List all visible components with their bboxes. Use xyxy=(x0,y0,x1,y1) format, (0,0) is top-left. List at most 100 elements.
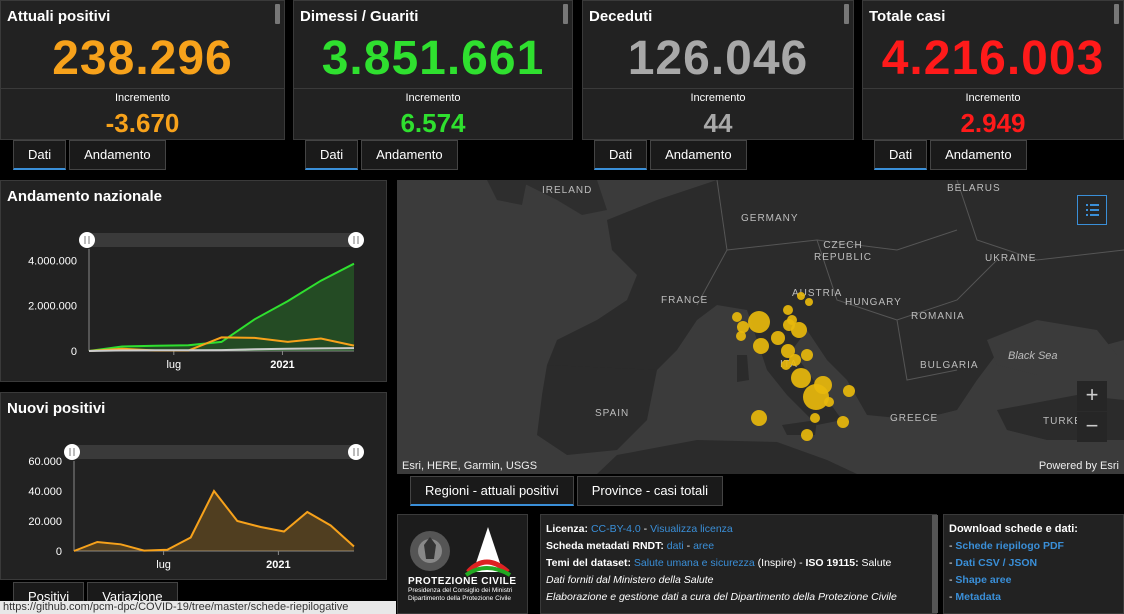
range-slider-handle xyxy=(64,444,80,460)
region-bubble xyxy=(781,360,791,370)
kpi-increment-value: 2.949 xyxy=(960,108,1026,138)
map-view[interactable]: IRELAND GERMANY CZECH REPUBLIC BELARUS UK… xyxy=(397,180,1124,474)
x-tick-label: lug xyxy=(156,559,171,571)
separator: - xyxy=(683,540,694,552)
y-tick-label: 60.000 xyxy=(28,456,62,468)
info-panel: Licenza: CC-BY-4.0 - Visualizza licenza … xyxy=(540,514,938,614)
visualizza-licenza-link[interactable]: Visualizza licenza xyxy=(650,523,733,535)
y-tick-label: 4.000.000 xyxy=(28,255,77,267)
region-bubble xyxy=(751,410,767,426)
region-bubble xyxy=(810,413,820,423)
zoom-out-button[interactable]: − xyxy=(1077,412,1107,442)
layer-list-button[interactable] xyxy=(1077,195,1107,225)
divider xyxy=(863,88,1123,89)
panel-scrollbar[interactable] xyxy=(844,4,849,24)
nuovi-positivi-chart: 60.000 40.000 20.000 0 lug 2021 xyxy=(28,444,364,571)
kpi-increment-value: -3.670 xyxy=(105,108,180,138)
licenza-link[interactable]: CC-BY-4.0 xyxy=(590,523,641,535)
kpi-dimessi-guariti: Dimessi / Guariti 3.851.661 Incremento 6… xyxy=(293,0,573,140)
region-bubble xyxy=(791,322,807,338)
region-bubble xyxy=(748,311,770,333)
tab-andamento[interactable]: Andamento xyxy=(930,140,1027,170)
panel-scrollbar[interactable] xyxy=(563,4,568,24)
tab-regioni[interactable]: Regioni - attuali positivi xyxy=(410,476,574,506)
dati-forniti-text: Dati forniti dal Ministero della Salute xyxy=(546,574,714,586)
separator: - xyxy=(640,523,651,535)
download-title: Download schede e dati: xyxy=(949,523,1078,535)
licenza-label: Licenza: xyxy=(546,523,589,535)
tab-dati[interactable]: Dati xyxy=(874,140,928,170)
map-label-spain: SPAIN xyxy=(595,408,630,419)
x-tick-label: 2021 xyxy=(270,359,294,371)
map-tabs: Regioni - attuali positivi Province - ca… xyxy=(410,476,726,506)
tab-province[interactable]: Province - casi totali xyxy=(576,476,724,506)
kpi-increment-value: 44 xyxy=(703,108,733,138)
download-metadata-link[interactable]: Metadata xyxy=(955,591,1001,603)
y-tick-label: 2.000.000 xyxy=(28,301,77,313)
kpi-increment-label: Incremento xyxy=(405,92,461,104)
x-tick-label: lug xyxy=(166,359,181,371)
kpi-value: 238.296 xyxy=(52,32,233,85)
andamento-chart: 4.000.000 2.000.000 0 lug 2021 xyxy=(28,232,364,371)
map-label-france: FRANCE xyxy=(661,295,709,306)
powered-by[interactable]: Powered by Esri xyxy=(1038,460,1119,472)
region-bubble xyxy=(781,344,795,358)
download-pdf-link[interactable]: Schede riepilogo PDF xyxy=(955,540,1064,552)
kpi-deceduti: Deceduti 126.046 Incremento 44 xyxy=(582,0,854,140)
logo-name: PROTEZIONE CIVILE xyxy=(408,576,517,587)
range-slider-handle xyxy=(348,444,364,460)
tab-dati[interactable]: Dati xyxy=(305,140,359,170)
rndt-aree-link[interactable]: aree xyxy=(693,540,715,552)
map-label-ireland: IRELAND xyxy=(542,185,593,196)
kpi-tabs-3: Dati Andamento xyxy=(594,140,750,170)
region-bubbles xyxy=(732,292,855,441)
chart-title: Nuovi positivi xyxy=(7,400,106,417)
tab-andamento[interactable]: Andamento xyxy=(650,140,747,170)
panel-scrollbar[interactable] xyxy=(275,4,280,24)
rndt-dati-link[interactable]: dati xyxy=(666,540,684,552)
rndt-row: Scheda metadati RNDT: dati - aree xyxy=(546,538,931,555)
licenza-row: Licenza: CC-BY-4.0 - Visualizza licenza xyxy=(546,521,931,538)
region-bubble xyxy=(732,312,742,322)
download-item: - Metadata xyxy=(949,591,1001,603)
map-attribution: Esri, HERE, Garmin, USGS xyxy=(402,460,538,472)
download-shape-link[interactable]: Shape aree xyxy=(955,574,1012,586)
tab-andamento[interactable]: Andamento xyxy=(69,140,166,170)
zoom-in-button[interactable]: + xyxy=(1077,381,1107,411)
y-tick-label: 20.000 xyxy=(28,516,62,528)
tab-andamento[interactable]: Andamento xyxy=(361,140,458,170)
region-bubble xyxy=(771,331,785,345)
kpi-title: Totale casi xyxy=(869,8,946,25)
series-line xyxy=(88,262,355,352)
panel-scrollbar[interactable] xyxy=(1114,4,1119,24)
kpi-title: Deceduti xyxy=(589,8,653,25)
temi-link[interactable]: Salute umana e sicurezza xyxy=(633,557,755,569)
map-label-romania: ROMANIA xyxy=(911,311,965,322)
map-label-austria: AUSTRIA xyxy=(792,288,843,299)
tab-dati[interactable]: Dati xyxy=(594,140,648,170)
range-slider-handle xyxy=(79,232,95,248)
download-item: - Dati CSV / JSON xyxy=(949,557,1038,569)
map-label-greece: GREECE xyxy=(890,413,939,424)
map-label-hungary: HUNGARY xyxy=(845,297,902,308)
region-bubble xyxy=(801,429,813,441)
tab-dati[interactable]: Dati xyxy=(13,140,67,170)
divider xyxy=(583,88,853,89)
map-label-ukraine: UKRAINE xyxy=(985,253,1037,264)
temi-row: Temi del dataset: Salute umana e sicurez… xyxy=(546,555,931,572)
download-item: - Shape aree xyxy=(949,574,1012,586)
map-label-turkey: TURKE xyxy=(1043,416,1082,427)
kpi-title: Attuali positivi xyxy=(7,8,111,25)
kpi-title: Dimessi / Guariti xyxy=(300,8,419,25)
region-bubble xyxy=(801,349,813,361)
kpi-increment-label: Incremento xyxy=(690,92,746,104)
kpi-increment-label: Incremento xyxy=(965,92,1021,104)
region-bubble xyxy=(805,298,813,306)
panel-scrollbar[interactable] xyxy=(932,515,938,613)
region-bubble xyxy=(824,397,834,407)
temi-label: Temi del dataset: xyxy=(546,557,631,569)
download-csv-link[interactable]: Dati CSV / JSON xyxy=(955,557,1038,569)
map-label-belarus: BELARUS xyxy=(947,183,1001,194)
y-tick-label: 0 xyxy=(56,546,62,558)
kpi-value: 4.216.003 xyxy=(881,32,1105,85)
